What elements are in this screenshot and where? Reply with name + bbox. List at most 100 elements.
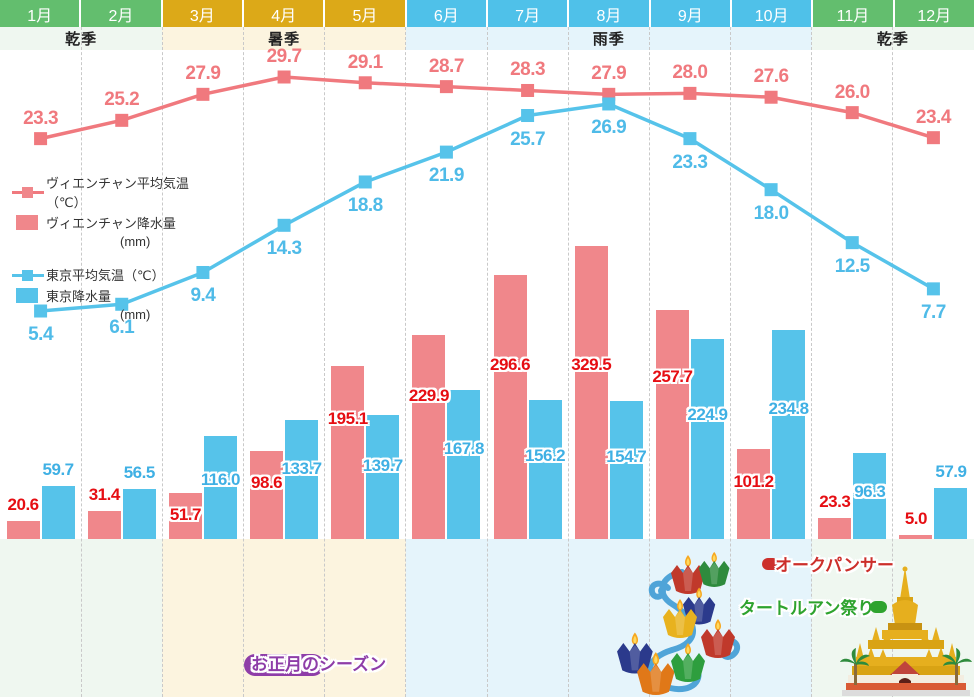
temp-marker-icon	[439, 145, 453, 159]
gridline	[486, 27, 488, 697]
gridline	[892, 27, 894, 697]
temp-marker-icon	[115, 297, 129, 311]
temp-marker-icon	[34, 132, 48, 146]
bar-vientiane-precip-8	[574, 246, 608, 539]
temp-marker-icon	[683, 86, 697, 100]
value-label-tokyo-temp-2: 6.1	[109, 317, 135, 339]
value-label-tokyo-precip-3: 116.0	[200, 469, 241, 489]
value-label-tokyo-temp-12: 7.7	[920, 301, 946, 323]
temp-marker-icon	[602, 97, 616, 111]
month-header-7: 7月	[487, 0, 570, 27]
gridline	[567, 27, 569, 697]
annotation-label: タートルアン祭り	[739, 599, 875, 618]
value-label-vientiane-temp-5: 29.1	[347, 51, 383, 73]
value-label-tokyo-precip-4: 133.7	[281, 459, 323, 479]
temp-marker-icon	[845, 236, 859, 250]
stupa-icon	[852, 566, 960, 675]
value-label-vientiane-temp-11: 26.0	[834, 81, 870, 103]
month-header-11: 11月	[813, 0, 895, 27]
bar-tokyo-precip-4	[285, 420, 319, 539]
value-label-vientiane-precip-8: 329.5	[571, 355, 612, 374]
value-label-vientiane-precip-2: 31.4	[88, 485, 121, 505]
tokyo-temp-line	[40, 102, 935, 313]
gridline	[243, 27, 244, 697]
gridline	[324, 27, 326, 697]
value-label-vientiane-temp-7: 28.3	[510, 59, 546, 81]
purple-pill-icon	[244, 654, 324, 676]
value-label-tokyo-temp-3: 9.4	[190, 285, 216, 307]
value-label-vientiane-temp-4: 29.7	[266, 46, 302, 67]
value-label-tokyo-precip-12: 57.9	[935, 461, 967, 481]
month-header-10: 10月	[731, 0, 814, 27]
value-label-vientiane-temp-1: 23.3	[23, 107, 59, 129]
legend-item-vientiane-temp: ヴィエンチャン平均気温（℃）	[10, 173, 210, 211]
temp-marker-icon	[358, 76, 372, 90]
legend-label: ヴィエンチャン降水量	[46, 216, 176, 231]
bar-tokyo-precip-3	[203, 435, 237, 539]
value-label-tokyo-precip-1: 59.7	[42, 459, 75, 479]
bar-tokyo-precip-12	[934, 487, 968, 539]
value-label-tokyo-temp-4: 14.3	[266, 238, 302, 260]
temp-marker-icon	[277, 70, 291, 84]
season-label-2: 雨季	[405, 27, 812, 50]
line-marker-icon	[10, 267, 46, 283]
value-label-tokyo-precip-9: 224.9	[687, 405, 728, 425]
bar-vientiane-precip-5	[331, 365, 365, 539]
temp-marker-icon	[926, 282, 940, 296]
gridline	[161, 27, 163, 697]
annotation-label: オークパンサー	[775, 556, 894, 575]
annotation-that-luang-festival: タートルアン祭り	[739, 594, 888, 619]
red-pill-icon	[762, 557, 779, 570]
temp-marker-icon	[115, 113, 129, 127]
month-header-4: 4月	[243, 0, 326, 27]
bar-vientiane-precip-4	[250, 451, 284, 539]
month-header-3: 3月	[162, 0, 244, 27]
legend: ヴィエンチャン平均気温（℃） ヴィエンチャン降水量 (mm) 東京平均気温（℃）…	[10, 173, 210, 328]
temp-marker-icon	[196, 87, 210, 101]
value-label-vientiane-temp-8: 27.9	[591, 63, 627, 85]
temp-marker-icon	[358, 175, 372, 189]
temp-marker-icon	[521, 83, 535, 97]
value-label-vientiane-temp-12: 23.4	[915, 106, 951, 128]
palm-tree-icon	[942, 648, 972, 685]
value-label-vientiane-temp-9: 28.0	[672, 62, 708, 84]
annotation-label: お正月のシーズン	[251, 655, 387, 674]
bar-tokyo-precip-2	[122, 488, 156, 539]
legend-unit: (mm)	[120, 234, 151, 249]
bar-tokyo-precip-5	[366, 414, 400, 539]
value-label-vientiane-precip-7: 296.6	[490, 355, 531, 374]
bar-vientiane-precip-10	[737, 449, 771, 539]
palm-tree-icon	[840, 648, 870, 685]
bar-tokyo-precip-1	[41, 485, 75, 539]
month-header-12: 12月	[894, 0, 974, 27]
bar-vientiane-precip-9	[655, 309, 689, 539]
month-header-1: 1月	[0, 0, 82, 27]
green-pill-icon	[870, 600, 888, 613]
temp-marker-icon	[521, 109, 535, 123]
temp-marker-icon	[764, 90, 778, 104]
bottom-band-2	[405, 539, 812, 697]
value-label-vientiane-temp-3: 27.9	[185, 63, 221, 85]
bar-tokyo-precip-10	[772, 330, 806, 539]
bar-vientiane-precip-1	[6, 520, 40, 539]
bar-vientiane-precip-2	[87, 511, 121, 539]
value-label-tokyo-precip-11: 96.3	[854, 481, 886, 501]
month-header-9: 9月	[650, 0, 732, 27]
value-label-vientiane-precip-3: 51.7	[169, 504, 202, 524]
bar-tokyo-precip-9	[690, 339, 724, 539]
annotation-ok-phansa: オークパンサー	[762, 551, 894, 576]
temp-marker-icon	[764, 183, 778, 197]
month-header-row: 1月 2月 3月 4月 5月 6月 7月 8月 9月 10月 11月 12月	[0, 0, 974, 27]
gridline	[811, 27, 813, 697]
legend-item-tokyo-temp: 東京平均気温（℃）	[10, 265, 210, 284]
temp-marker-icon	[34, 304, 48, 318]
legend-item-vientiane-precip: ヴィエンチャン降水量	[10, 213, 210, 232]
bar-tokyo-precip-8	[609, 401, 643, 539]
bar-vientiane-precip-3	[168, 493, 202, 539]
legend-label: ヴィエンチャン平均気温（℃）	[46, 176, 189, 210]
value-label-tokyo-temp-11: 12.5	[834, 255, 870, 277]
value-label-vientiane-precip-12: 5.0	[904, 508, 928, 528]
temp-marker-icon	[845, 106, 859, 120]
